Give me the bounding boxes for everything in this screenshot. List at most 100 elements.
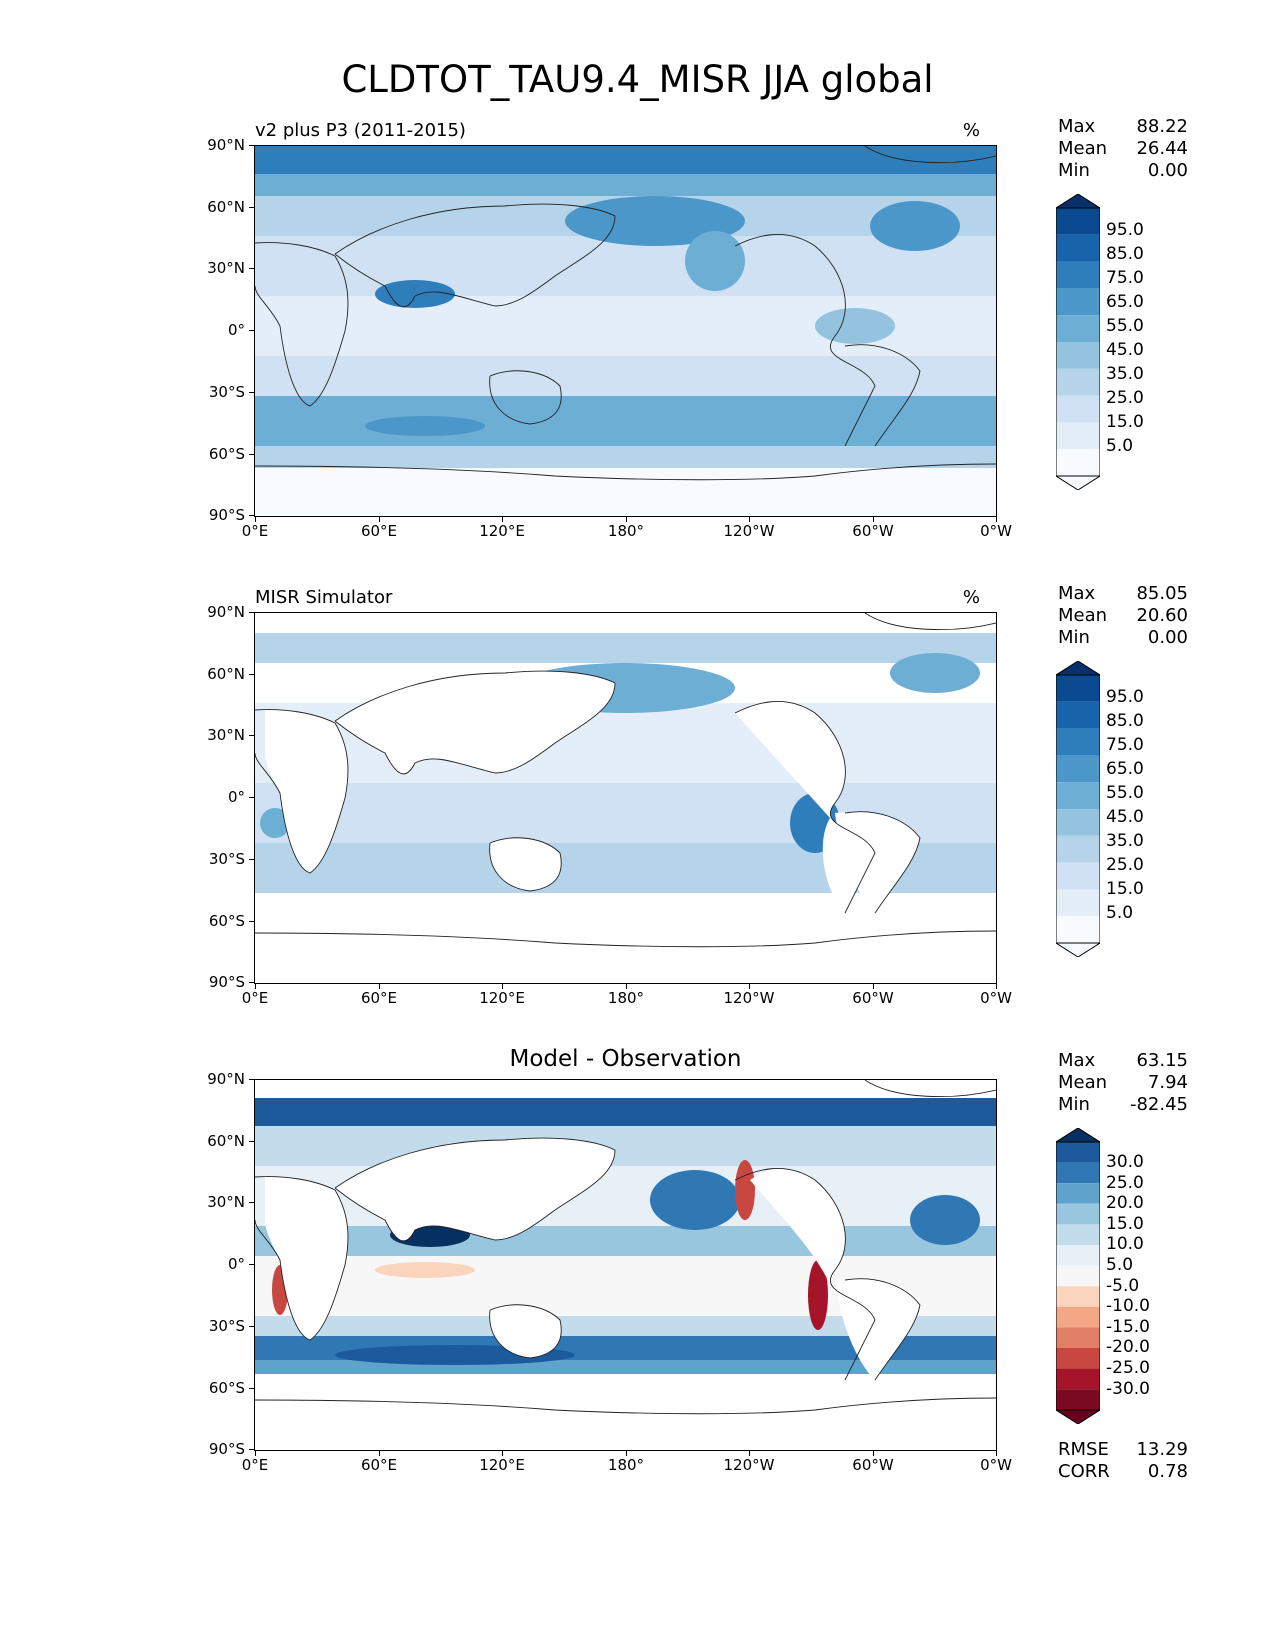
lon-tick: 180° (586, 1450, 666, 1474)
lat-tick: 0° (185, 1255, 255, 1273)
lat-tick: 0° (185, 788, 255, 806)
colorbar-label: 55.0 (1106, 316, 1144, 336)
stat-label: Max (1058, 583, 1096, 604)
lon-tick: 0°W (956, 1450, 1036, 1474)
colorbar-label: 45.0 (1106, 340, 1144, 360)
stat-label: Max (1058, 1050, 1096, 1071)
colorbar-label: 30.0 (1106, 1152, 1144, 1172)
stat-max: 88.22 (1136, 116, 1188, 137)
map-plot (254, 145, 997, 517)
colorbar-label: -25.0 (1106, 1358, 1150, 1378)
lon-tick: 120°W (709, 1450, 789, 1474)
stat-label: Mean (1058, 605, 1108, 626)
colorbar-label: 35.0 (1106, 364, 1144, 384)
stat-mean: 7.94 (1147, 1072, 1188, 1093)
stat-min: -82.45 (1129, 1094, 1188, 1115)
colorbar-label: 85.0 (1106, 244, 1144, 264)
lon-tick: 180° (586, 516, 666, 540)
colorbar-label: 25.0 (1106, 388, 1144, 408)
colorbar-label: 35.0 (1106, 831, 1144, 851)
panel-title: Model - Observation (509, 1046, 742, 1072)
lon-tick: 60°E (339, 1450, 419, 1474)
lon-tick: 0°E (215, 983, 295, 1007)
lon-tick: 0°W (956, 516, 1036, 540)
lon-tick: 120°W (709, 516, 789, 540)
colorbar (1056, 661, 1100, 957)
colorbar-label: 5.0 (1106, 436, 1134, 456)
colorbar-label: 5.0 (1106, 1255, 1134, 1275)
lat-tick: 30°S (185, 383, 255, 401)
stat-label: Min (1058, 627, 1090, 648)
panel-model: v2 plus P3 (2011-2015) % (0, 100, 1275, 560)
stat-mean: 26.44 (1136, 138, 1188, 159)
lon-tick: 60°W (833, 1450, 913, 1474)
colorbar-label: 15.0 (1106, 879, 1144, 899)
map-plot (254, 612, 997, 984)
colorbar-label: -5.0 (1106, 1275, 1140, 1296)
panel-observation: MISR Simulator % (0, 567, 1275, 1027)
lon-tick: 120°E (462, 983, 542, 1007)
stat-label: Max (1058, 116, 1096, 137)
colorbar-label: -20.0 (1106, 1337, 1150, 1358)
lon-tick: 0°W (956, 983, 1036, 1007)
stats-box: Max 63.15 Mean 7.94 Min -82.45 (1058, 1050, 1188, 1116)
lat-tick: 60°N (185, 1132, 255, 1150)
stat-min: 0.00 (1147, 627, 1188, 648)
stat-max: 63.15 (1136, 1050, 1188, 1071)
lat-tick: 90°N (185, 1070, 255, 1088)
colorbar (1056, 1128, 1100, 1424)
stat-label: Mean (1058, 138, 1108, 159)
panel-difference: Model - Observation (0, 1034, 1275, 1494)
lat-tick: 30°S (185, 850, 255, 868)
lat-tick: 0° (185, 321, 255, 339)
colorbar-label: 5.0 (1106, 903, 1134, 923)
panel-units: % (962, 120, 980, 141)
lon-tick: 180° (586, 983, 666, 1007)
lon-tick: 0°E (215, 1450, 295, 1474)
lon-tick: 60°E (339, 983, 419, 1007)
lon-tick: 60°E (339, 516, 419, 540)
rmse-value: 13.29 (1136, 1439, 1188, 1460)
rmse-corr-box: RMSE 13.29 CORR 0.78 (1058, 1439, 1188, 1483)
stat-label: Mean (1058, 1072, 1108, 1093)
stats-box: Max 85.05 Mean 20.60 Min 0.00 (1058, 583, 1188, 649)
colorbar (1056, 194, 1100, 490)
colorbar-label: 75.0 (1106, 735, 1144, 755)
corr-label: CORR (1058, 1461, 1110, 1482)
colorbar-label: 95.0 (1106, 687, 1144, 707)
colorbar-label: -15.0 (1106, 1316, 1150, 1337)
lat-tick: 90°N (185, 136, 255, 154)
lon-tick: 0°E (215, 516, 295, 540)
rmse-label: RMSE (1058, 1439, 1109, 1460)
colorbar-label: 95.0 (1106, 220, 1144, 240)
stat-min: 0.00 (1147, 160, 1188, 181)
lon-tick: 60°W (833, 983, 913, 1007)
lat-tick: 30°N (185, 726, 255, 744)
lon-tick: 60°W (833, 516, 913, 540)
stat-mean: 20.60 (1136, 605, 1188, 626)
lat-tick: 60°S (185, 912, 255, 930)
lat-tick: 90°S (185, 973, 255, 991)
lat-tick: 60°N (185, 198, 255, 216)
colorbar-label: 75.0 (1106, 268, 1144, 288)
lat-tick: 30°N (185, 259, 255, 277)
colorbar-label: 20.0 (1106, 1193, 1144, 1214)
stat-label: Min (1058, 160, 1090, 181)
panel-title: v2 plus P3 (2011-2015) (255, 120, 466, 141)
lat-tick: 60°S (185, 445, 255, 463)
lon-tick: 120°W (709, 983, 789, 1007)
figure-title: CLDTOT_TAU9.4_MISR JJA global (341, 58, 934, 101)
colorbar-label: 45.0 (1106, 807, 1144, 827)
lat-tick: 60°S (185, 1379, 255, 1397)
lat-tick: 90°N (185, 603, 255, 621)
colorbar-label: 85.0 (1106, 711, 1144, 731)
colorbar-label: 25.0 (1106, 1172, 1144, 1193)
colorbar-label: -30.0 (1106, 1378, 1150, 1399)
map-plot (254, 1079, 997, 1451)
colorbar-label: -10.0 (1106, 1296, 1150, 1317)
panel-title: MISR Simulator (255, 587, 393, 608)
lon-tick: 120°E (462, 1450, 542, 1474)
lat-tick: 90°S (185, 506, 255, 524)
lat-tick: 30°S (185, 1317, 255, 1335)
lat-tick: 90°S (185, 1440, 255, 1458)
